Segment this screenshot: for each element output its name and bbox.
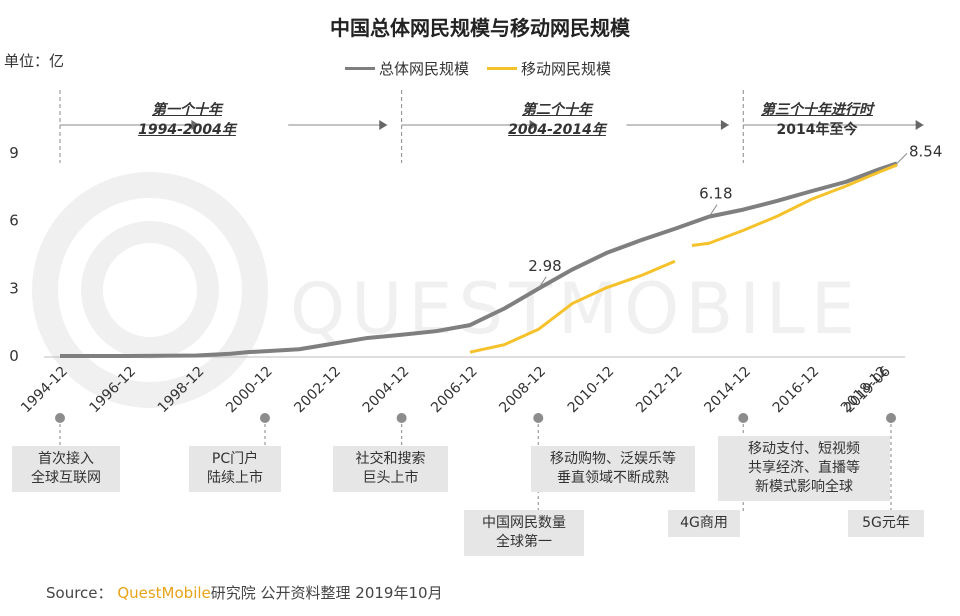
x-tick-label: 2004-12 <box>360 364 413 417</box>
series-line-mobile-seg-2 <box>691 163 898 247</box>
event-social-search-ipo-text: 社交和搜索 巨头上市 <box>355 451 426 486</box>
x-tick-label: 2008-12 <box>496 364 549 417</box>
x-tick-label: 2014-12 <box>701 364 754 417</box>
event-5g: 5G元年 <box>848 510 924 537</box>
event-5g-text: 5G元年 <box>862 515 910 531</box>
legend: 总体网民规模 移动网民规模 <box>345 58 629 79</box>
era-second-title: 第二个十年 <box>522 102 592 118</box>
era-third-range: 2014年至今 <box>776 122 858 138</box>
event-pc-portal-ipo-text: PC门户 陆续上市 <box>207 451 263 486</box>
legend-label-mobile: 移动网民规模 <box>521 60 612 78</box>
event-connector-2000-dot <box>259 413 270 423</box>
event-mobile-payment: 移动支付、短视频 共享经济、直播等 新模式影响全球 <box>718 436 890 501</box>
era-second: 第二个十年 2004-2014年 <box>482 100 632 140</box>
source-prefix: Source： <box>46 584 113 602</box>
y-tick-label: 0 <box>9 347 19 365</box>
legend-label-total: 总体网民规模 <box>379 60 470 78</box>
watermark-ring-2 <box>81 221 219 359</box>
source-brand: QuestMobile <box>117 584 211 602</box>
era-first: 第一个十年 1994-2004年 <box>112 100 262 140</box>
source-note: Source： QuestMobile研究院 公开资料整理 2019年10月 <box>46 582 443 603</box>
x-tick-label: 2010-12 <box>565 364 618 417</box>
legend-swatch-total <box>345 67 375 70</box>
unit-label: 单位：亿 <box>4 52 65 70</box>
era-first-title: 第一个十年 <box>152 102 222 118</box>
y-tick-label: 9 <box>9 144 19 162</box>
chart-title: 中国总体网民规模与移动网民规模 <box>330 16 630 40</box>
era-first-range: 1994-2004年 <box>138 122 236 138</box>
data-label: 6.18 <box>699 185 732 203</box>
event-first-access-text: 首次接入 全球互联网 <box>31 451 101 486</box>
era-second-range: 2004-2014年 <box>508 122 606 138</box>
x-tick-label: 2002-12 <box>291 364 344 417</box>
event-netizens-first: 中国网民数量 全球第一 <box>464 510 584 556</box>
data-label: 8.54 <box>909 142 942 160</box>
era-arrow-2b-head <box>720 120 729 130</box>
watermark: QUESTMOBILE <box>32 172 855 408</box>
x-tick-label: 2006-12 <box>428 364 481 417</box>
event-mobile-payment-text: 移动支付、短视频 共享经济、直播等 新模式影响全球 <box>748 441 860 495</box>
x-tick-label: 1994-12 <box>18 364 71 417</box>
series-line-mobile-seg-1 <box>469 259 676 354</box>
event-pc-portal-ipo: PC门户 陆续上市 <box>189 446 281 492</box>
event-4g-text: 4G商用 <box>680 515 728 531</box>
event-connector-2019-dot <box>886 413 896 423</box>
data-label-leader <box>708 204 718 217</box>
era-arrow-3-head <box>915 120 924 130</box>
event-mobile-shopping: 移动购物、泛娱乐等 垂直领域不断成熟 <box>531 446 695 492</box>
data-label: 2.98 <box>528 257 561 275</box>
data-label-leader <box>896 153 908 164</box>
era-third: 第三个十年进行时 2014年至今 <box>742 100 892 140</box>
y-tick-label: 3 <box>9 279 19 297</box>
watermark-ring-1 <box>32 172 268 408</box>
series-line-total <box>60 161 898 358</box>
event-netizens-first-text: 中国网民数量 全球第一 <box>482 515 566 550</box>
event-social-search-ipo: 社交和搜索 巨头上市 <box>333 446 448 492</box>
x-tick-label: 2019-06 <box>841 363 894 416</box>
event-mobile-shopping-text: 移动购物、泛娱乐等 垂直领域不断成熟 <box>550 451 676 486</box>
event-first-access: 首次接入 全球互联网 <box>12 446 120 492</box>
era-arrow-2a-head <box>529 120 538 130</box>
era-arrow-1b-head <box>379 120 388 130</box>
y-tick-label: 6 <box>9 212 19 230</box>
legend-item-total: 总体网民规模 <box>345 58 469 79</box>
x-tick-label: 2012-12 <box>633 364 686 417</box>
event-connector-2008-dot <box>533 413 544 423</box>
era-third-title: 第三个十年进行时 <box>761 102 873 118</box>
x-tick-label: 2016-12 <box>770 364 823 417</box>
event-4g: 4G商用 <box>668 510 740 537</box>
event-connector-1994-dot <box>55 413 65 423</box>
source-suffix: 研究院 公开资料整理 2019年10月 <box>210 584 443 602</box>
era-arrow-1a-head <box>191 120 200 130</box>
legend-swatch-mobile <box>487 67 518 70</box>
legend-item-mobile: 移动网民规模 <box>487 58 611 79</box>
data-label-leader <box>537 276 547 290</box>
event-connector-2004-dot <box>396 413 407 423</box>
event-connector-2014-dot <box>738 413 749 423</box>
